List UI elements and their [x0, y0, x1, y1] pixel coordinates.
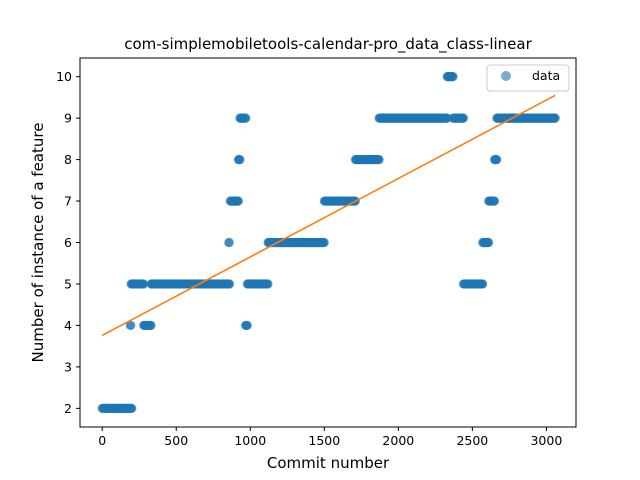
data-segment — [146, 279, 235, 289]
data-segment — [458, 279, 488, 289]
x-tick-label: 500 — [164, 433, 188, 448]
data-segment — [374, 113, 452, 123]
y-tick-label: 6 — [64, 235, 72, 250]
chart-title: com-simplemobiletools-calendar-pro_data_… — [124, 35, 532, 54]
fit-line — [101, 94, 556, 337]
x-tick-label: 2500 — [456, 433, 488, 448]
data-point — [139, 279, 149, 289]
legend-marker-data — [501, 71, 511, 81]
data-segment — [97, 403, 137, 413]
data-segment — [489, 154, 502, 165]
x-tick-label: 1000 — [234, 433, 266, 448]
data-point — [478, 279, 488, 289]
data-point — [146, 320, 156, 331]
data-segment — [139, 320, 156, 331]
y-tick-label: 5 — [64, 276, 72, 291]
y-axis: 2 3 4 5 6 7 8 9 10 — [56, 69, 80, 416]
data-segment — [235, 113, 251, 123]
y-axis-label: Number of instance of a feature — [29, 123, 47, 363]
data-point — [224, 237, 234, 248]
y-tick-label: 8 — [64, 152, 72, 167]
data-segment — [233, 154, 245, 165]
data-point — [489, 196, 500, 206]
data-segment — [224, 237, 234, 248]
data-point — [127, 403, 137, 413]
plot-area — [97, 72, 560, 413]
data-point — [448, 72, 458, 82]
data-point — [242, 320, 252, 331]
x-axis-label: Commit number — [267, 454, 390, 472]
data-segment — [442, 72, 458, 82]
data-point — [492, 154, 502, 165]
data-point — [126, 320, 136, 331]
data-point — [374, 154, 384, 165]
data-segment — [478, 237, 494, 248]
x-tick-label: 0 — [98, 433, 106, 448]
data-point — [233, 196, 244, 206]
y-tick-label: 3 — [64, 359, 72, 374]
data-segment — [125, 320, 136, 331]
data-point — [235, 154, 245, 165]
data-point — [484, 237, 494, 248]
data-segment — [484, 196, 500, 206]
data-point — [241, 113, 251, 123]
legend: data — [486, 64, 570, 92]
data-segment — [225, 196, 244, 206]
data-segment — [492, 113, 560, 123]
data-segment — [126, 279, 149, 289]
data-point — [319, 237, 329, 248]
y-tick-label: 2 — [64, 401, 72, 416]
data-point — [458, 113, 469, 123]
y-tick-label: 10 — [56, 69, 72, 84]
y-tick-label: 7 — [64, 194, 72, 209]
data-segment — [448, 113, 469, 123]
x-tick-label: 3000 — [530, 433, 562, 448]
data-point — [263, 279, 273, 289]
x-tick-label: 1500 — [308, 433, 340, 448]
y-tick-label: 4 — [64, 318, 72, 333]
data-segment — [319, 196, 360, 206]
data-point — [224, 279, 235, 289]
y-tick-label: 9 — [64, 111, 72, 126]
data-segment — [350, 154, 384, 165]
data-point — [550, 113, 560, 123]
data-segment — [263, 237, 329, 248]
data-segment — [242, 279, 273, 289]
x-tick-label: 2000 — [382, 433, 414, 448]
legend-label-data: data — [532, 68, 560, 83]
x-axis: 0 500 1000 1500 2000 2500 3000 — [98, 427, 562, 448]
data-segment — [240, 320, 252, 331]
